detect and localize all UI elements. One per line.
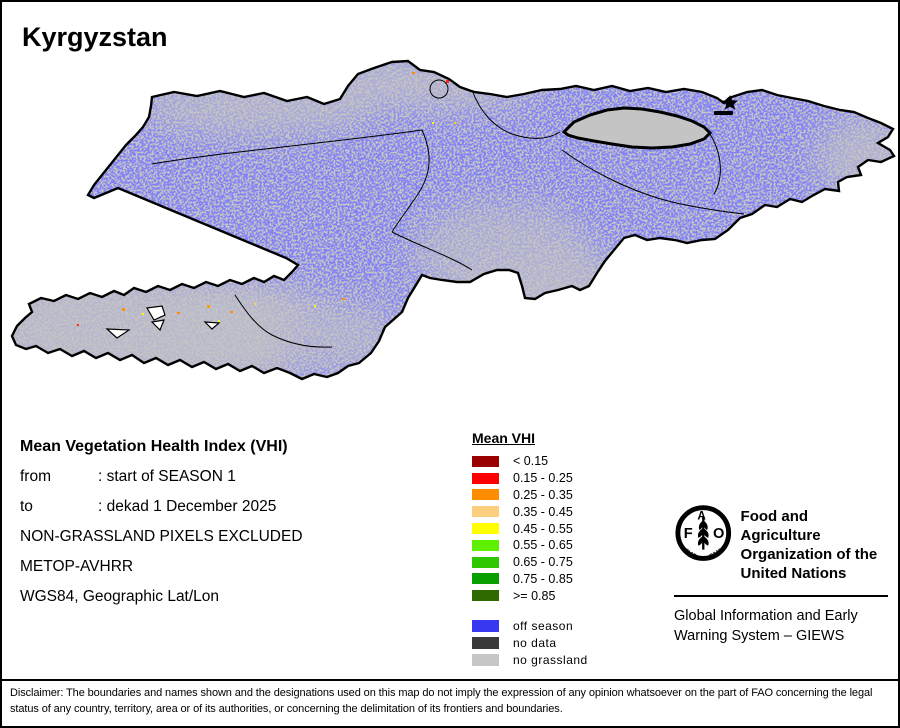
- fao-motto-fiat: FIAT: [683, 548, 697, 560]
- legend-label: no grassland: [513, 652, 588, 667]
- org-divider: [674, 595, 888, 597]
- legend-label: 0.65 - 0.75: [513, 555, 573, 570]
- vhi-heading: Mean Vegetation Health Index (VHI): [20, 438, 288, 455]
- giews-line: Warning System – GIEWS: [674, 628, 845, 644]
- legend-label: 0.75 - 0.85: [513, 571, 573, 586]
- legend-swatch: [472, 653, 499, 666]
- off-season-pixels: [12, 61, 894, 379]
- legend-row: < 0.15: [472, 453, 588, 470]
- kyrgyzstan-map: [10, 59, 896, 381]
- legend-row: 0.45 - 0.55: [472, 520, 588, 537]
- legend-row: off season: [472, 617, 588, 634]
- legend-row: no grassland: [472, 651, 588, 668]
- legend-row: no data: [472, 634, 588, 651]
- legend-row: 0.55 - 0.65: [472, 537, 588, 554]
- legend-label: 0.15 - 0.25: [513, 471, 573, 486]
- legend-swatch: [472, 455, 499, 467]
- organization-block: F A O FIAT PANIS Food and Agriculture Or…: [674, 502, 888, 646]
- giews-line: Global Information and Early: [674, 608, 858, 624]
- fao-name-line: Organization of the: [740, 546, 878, 563]
- legend-swatch: [472, 472, 499, 484]
- legend-extra-classes: off season no data no grassland: [472, 617, 588, 668]
- legend-swatch: [472, 556, 499, 568]
- legend-row: 0.25 - 0.35: [472, 487, 588, 504]
- to-value: : dekad 1 December 2025: [98, 498, 277, 515]
- period-to-row: to : dekad 1 December 2025: [20, 498, 303, 528]
- legend-label: < 0.15: [513, 454, 549, 469]
- legend-label: 0.25 - 0.35: [513, 487, 573, 502]
- vhi-legend: Mean VHI < 0.15 0.15 - 0.25 0.25 - 0.35 …: [472, 430, 588, 668]
- to-label: to: [20, 498, 33, 515]
- enclave-shapes: [105, 305, 221, 339]
- map-parameters-block: Mean Vegetation Health Index (VHI) from …: [20, 438, 303, 618]
- fao-letter-f: F: [684, 526, 693, 542]
- legend-row: >= 0.85: [472, 587, 588, 604]
- legend-label: 0.55 - 0.65: [513, 538, 573, 553]
- legend-label: >= 0.85: [513, 588, 556, 603]
- fao-motto-panis: PANIS: [709, 546, 727, 560]
- fao-name: Food and Agriculture Organization of the…: [741, 507, 888, 583]
- period-from-row: from : start of SEASON 1: [20, 468, 303, 498]
- disclaimer-text: Disclaimer: The boundaries and names sho…: [10, 687, 873, 715]
- fao-name-line: United Nations: [740, 565, 847, 582]
- fao-letter-o: O: [713, 526, 724, 542]
- disclaimer-section: Disclaimer: The boundaries and names sho…: [2, 679, 898, 717]
- legend-row: 0.35 - 0.45: [472, 503, 588, 520]
- legend-label: no data: [513, 635, 557, 650]
- legend-row: 0.15 - 0.25: [472, 470, 588, 487]
- capital-star-marker: [714, 95, 738, 115]
- fao-letter-a: A: [697, 509, 706, 522]
- legend-row: 0.75 - 0.85: [472, 571, 588, 588]
- fao-name-line: Food and Agriculture: [740, 508, 821, 544]
- giews-name: Global Information and Early Warning Sys…: [674, 606, 888, 646]
- fao-logo-icon: F A O FIAT PANIS: [675, 505, 732, 561]
- from-label: from: [20, 468, 51, 485]
- legend-label: off season: [513, 618, 574, 633]
- legend-swatch: [472, 590, 499, 602]
- page-title: Kyrgyzstan: [22, 22, 168, 52]
- vhi-specks: [77, 72, 456, 326]
- legend-row: 0.65 - 0.75: [472, 554, 588, 571]
- legend-title: Mean VHI: [472, 430, 536, 446]
- legend-swatch: [472, 539, 499, 551]
- legend-label: 0.35 - 0.45: [513, 504, 573, 519]
- sensor-note: METOP-AVHRR: [20, 558, 134, 575]
- legend-swatch: [472, 489, 499, 501]
- from-value: : start of SEASON 1: [98, 468, 236, 485]
- legend-swatch: [472, 573, 499, 585]
- legend-swatch: [472, 506, 499, 518]
- legend-label: 0.45 - 0.55: [513, 521, 573, 536]
- projection-note: WGS84, Geographic Lat/Lon: [20, 588, 220, 605]
- pixels-excluded-note: NON-GRASSLAND PIXELS EXCLUDED: [20, 528, 303, 545]
- issyk-kul-lake: [561, 106, 713, 150]
- legend-swatch: [472, 619, 499, 632]
- legend-swatch: [472, 523, 499, 535]
- legend-swatch: [472, 636, 499, 649]
- province-boundaries: [151, 79, 745, 348]
